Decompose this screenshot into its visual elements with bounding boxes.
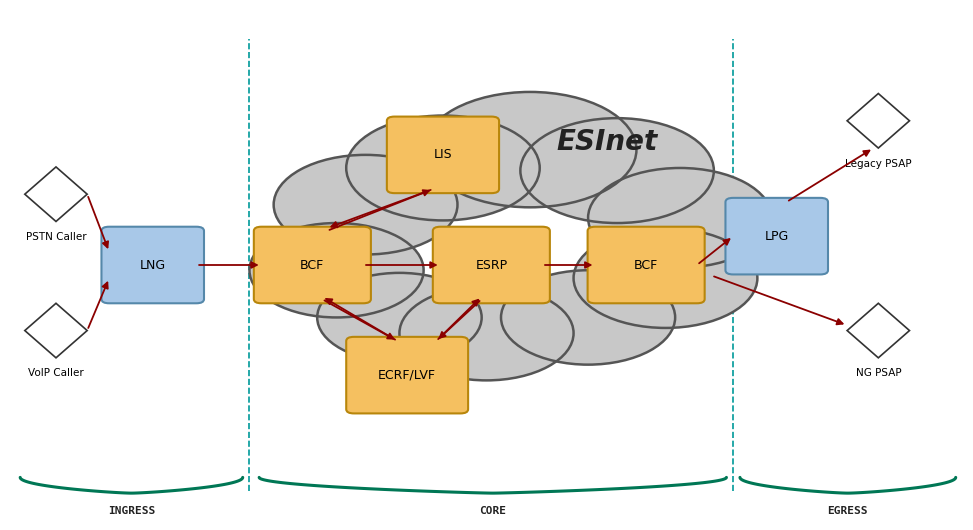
Circle shape xyxy=(573,228,757,328)
Circle shape xyxy=(346,116,540,220)
Text: ECRF/LVF: ECRF/LVF xyxy=(378,369,436,382)
Text: VoIP Caller: VoIP Caller xyxy=(28,368,84,378)
Text: Legacy PSAP: Legacy PSAP xyxy=(845,158,912,169)
FancyBboxPatch shape xyxy=(433,227,550,303)
Polygon shape xyxy=(24,167,88,222)
Circle shape xyxy=(400,286,573,381)
FancyBboxPatch shape xyxy=(254,227,371,303)
Circle shape xyxy=(501,270,675,365)
Text: NG PSAP: NG PSAP xyxy=(855,368,901,378)
FancyBboxPatch shape xyxy=(588,227,704,303)
Polygon shape xyxy=(24,303,88,358)
FancyBboxPatch shape xyxy=(387,117,499,193)
Circle shape xyxy=(521,118,714,223)
Text: PSTN Caller: PSTN Caller xyxy=(25,232,87,242)
Circle shape xyxy=(249,223,423,317)
FancyBboxPatch shape xyxy=(101,227,204,303)
FancyBboxPatch shape xyxy=(726,198,828,275)
Text: LIS: LIS xyxy=(434,148,452,161)
Circle shape xyxy=(317,273,482,362)
Text: LNG: LNG xyxy=(140,259,165,271)
Text: BCF: BCF xyxy=(634,259,659,271)
FancyBboxPatch shape xyxy=(346,337,468,413)
Text: CORE: CORE xyxy=(480,506,506,516)
Text: INGRESS: INGRESS xyxy=(108,506,155,516)
Text: ESRP: ESRP xyxy=(475,259,507,271)
Circle shape xyxy=(273,155,457,254)
Text: BCF: BCF xyxy=(301,259,324,271)
Polygon shape xyxy=(847,93,910,148)
Circle shape xyxy=(588,168,772,268)
Text: EGRESS: EGRESS xyxy=(828,506,868,516)
Circle shape xyxy=(423,92,636,207)
Text: LPG: LPG xyxy=(765,229,789,243)
Text: ESInet: ESInet xyxy=(557,128,658,156)
Polygon shape xyxy=(847,303,910,358)
